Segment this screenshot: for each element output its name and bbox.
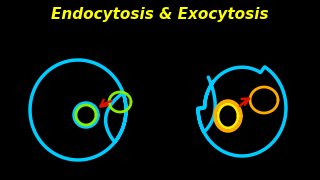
Text: Endocytosis & Exocytosis: Endocytosis & Exocytosis (51, 6, 269, 21)
